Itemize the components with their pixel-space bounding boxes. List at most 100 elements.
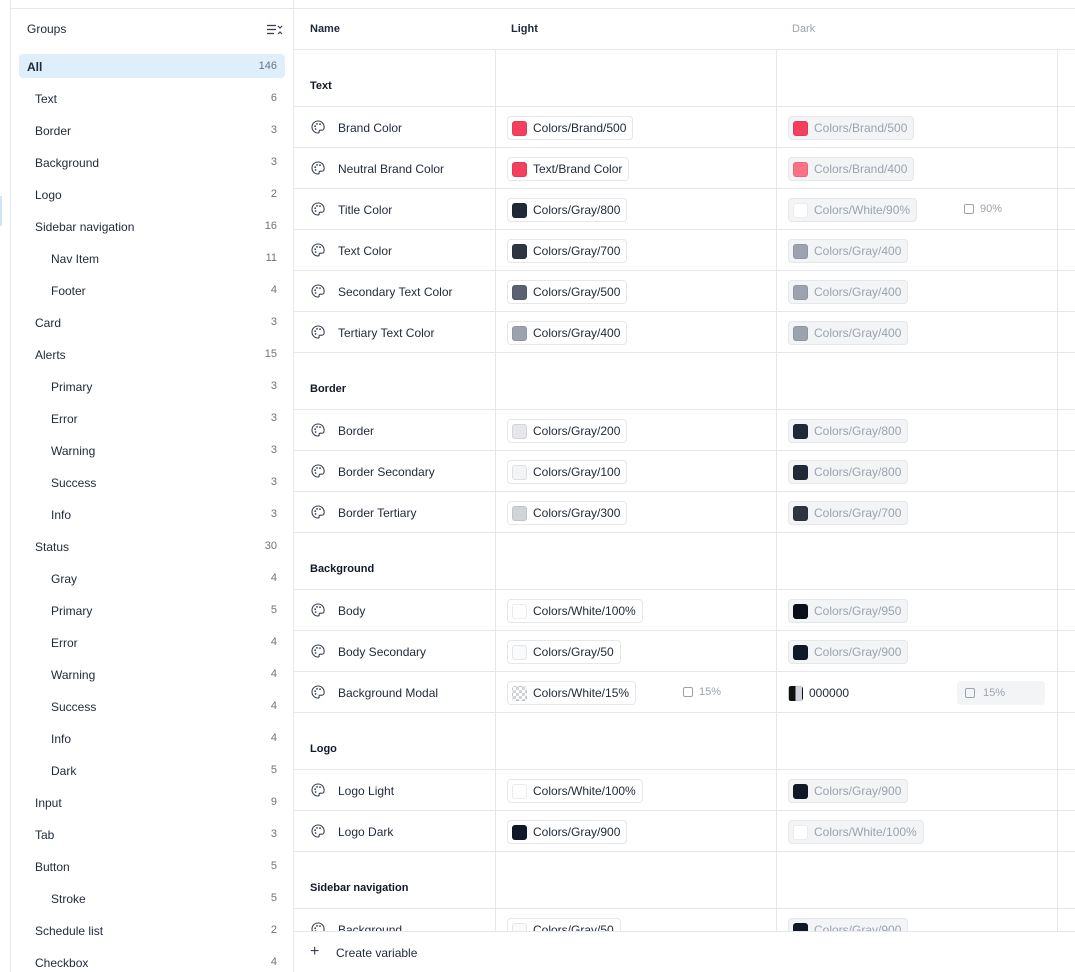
group-count: 5	[270, 764, 277, 776]
variable-name[interactable]: Border Tertiary	[338, 506, 417, 520]
color-value-chip[interactable]: Colors/White/100%	[507, 599, 643, 623]
column-header-light[interactable]: Light	[495, 9, 776, 50]
color-value-chip[interactable]: Colors/Gray/50	[507, 640, 621, 664]
sidebar-group-item[interactable]: Sidebar navigation 16	[19, 214, 285, 238]
sidebar-group-item[interactable]: Primary 3	[19, 374, 285, 398]
sidebar-group-item[interactable]: Button 5	[19, 854, 285, 878]
sidebar-group-item[interactable]: Border 3	[19, 118, 285, 142]
sidebar-group-item[interactable]: Nav Item 11	[19, 246, 285, 270]
sidebar-group-item[interactable]: Warning 4	[19, 662, 285, 686]
plus-icon[interactable]: +	[310, 943, 320, 960]
opacity-field[interactable]: 15%	[957, 681, 1045, 705]
variable-name[interactable]: Brand Color	[338, 121, 403, 135]
color-value-chip[interactable]: Colors/Gray/100	[507, 460, 628, 484]
sidebar-group-item[interactable]: Background 3	[19, 150, 285, 174]
column-header-name[interactable]: Name	[294, 9, 495, 50]
color-value-chip[interactable]: Colors/Gray/400	[788, 280, 909, 304]
variable-name[interactable]: Tertiary Text Color	[338, 326, 435, 340]
variable-row[interactable]: Body Secondary Colors/Gray/50 Colors/Gray/…	[294, 631, 1075, 672]
variable-row[interactable]: Border Secondary Colors/Gray/100 Colors/Gr…	[294, 451, 1075, 492]
variable-name[interactable]: Neutral Brand Color	[338, 162, 445, 176]
color-value-chip[interactable]: Colors/White/100%	[507, 779, 643, 803]
group-count: 4	[270, 636, 277, 648]
color-value-chip[interactable]: Colors/White/100%	[788, 820, 924, 844]
color-value-chip[interactable]: Colors/Gray/900	[788, 779, 909, 803]
sidebar-group-item[interactable]: Info 3	[19, 502, 285, 526]
color-value-chip[interactable]: Colors/Gray/300	[507, 501, 628, 525]
color-swatch	[512, 161, 527, 177]
color-value-chip[interactable]: Colors/White/15%	[507, 681, 637, 705]
sidebar-group-item[interactable]: Tab 3	[19, 822, 285, 846]
variable-name[interactable]: Border Secondary	[338, 465, 435, 479]
create-variable-bar[interactable]: + Create variable	[294, 931, 1075, 972]
sidebar-group-item[interactable]: Checkbox 4	[19, 950, 285, 972]
variable-row[interactable]: Border Colors/Gray/200 Colors/Gray/800	[294, 410, 1075, 451]
create-variable-button[interactable]: Create variable	[336, 946, 418, 960]
opacity-field[interactable]: 90%	[964, 203, 1002, 215]
variable-row[interactable]: Title Color Colors/Gray/800 Colors/White/9…	[294, 189, 1075, 230]
variable-row[interactable]: Logo Light Colors/White/100% Colors/Gray/9…	[294, 770, 1075, 811]
variable-row[interactable]: Border Tertiary Colors/Gray/300 Colors/Gra…	[294, 492, 1075, 533]
sidebar-group-item[interactable]: Dark 5	[19, 758, 285, 782]
color-value-chip[interactable]: Colors/Brand/500	[507, 116, 634, 140]
color-value-chip[interactable]: Colors/Gray/700	[788, 501, 909, 525]
color-value-chip[interactable]: Colors/Gray/900	[788, 640, 909, 664]
row-divider	[294, 409, 1075, 410]
color-value-chip[interactable]: Colors/Gray/900	[507, 820, 628, 844]
color-value-chip[interactable]: Colors/Gray/500	[507, 280, 628, 304]
color-value-chip[interactable]: Colors/Gray/200	[507, 419, 628, 443]
color-value-chip[interactable]: Colors/Gray/700	[507, 239, 628, 263]
color-value-chip[interactable]: Colors/White/90%	[788, 198, 918, 222]
sidebar-group-item[interactable]: Logo 2	[19, 182, 285, 206]
sidebar-group-item[interactable]: Warning 3	[19, 438, 285, 462]
variable-row[interactable]: Brand Color Colors/Brand/500 Colors/Brand/…	[294, 107, 1075, 148]
variable-name[interactable]: Secondary Text Color	[338, 285, 453, 299]
sidebar-group-item[interactable]: Success 3	[19, 470, 285, 494]
sidebar-group-item[interactable]: Stroke 5	[19, 886, 285, 910]
variable-name[interactable]: Logo Dark	[338, 825, 394, 839]
sidebar-group-item[interactable]: Info 4	[19, 726, 285, 750]
color-value-chip[interactable]: Colors/Brand/400	[788, 157, 915, 181]
collapse-groups-icon[interactable]	[267, 24, 283, 36]
sidebar-group-item[interactable]: Success 4	[19, 694, 285, 718]
variable-row[interactable]: Logo Dark Colors/Gray/900 Colors/White/100…	[294, 811, 1075, 852]
group-count: 4	[270, 284, 277, 296]
color-value-chip[interactable]: Colors/Gray/800	[507, 198, 628, 222]
sidebar-group-item[interactable]: Error 3	[19, 406, 285, 430]
variable-name[interactable]: Logo Light	[338, 784, 395, 798]
color-value-chip[interactable]: Colors/Gray/800	[788, 460, 909, 484]
opacity-field[interactable]: 15%	[683, 686, 721, 698]
sidebar-group-item[interactable]: Error 4	[19, 630, 285, 654]
sidebar-group-item[interactable]: Footer 4	[19, 278, 285, 302]
variable-row[interactable]: Body Colors/White/100% Colors/Gray/950	[294, 590, 1075, 631]
variable-name[interactable]: Title Color	[338, 203, 393, 217]
variable-name[interactable]: Body Secondary	[338, 645, 427, 659]
color-value-chip[interactable]: Colors/Brand/500	[788, 116, 915, 140]
variable-row[interactable]: Secondary Text Color Colors/Gray/500 Color…	[294, 271, 1075, 312]
variable-name[interactable]: Body	[338, 604, 366, 618]
variable-row[interactable]: Tertiary Text Color Colors/Gray/400 Colors…	[294, 312, 1075, 353]
variable-row[interactable]: Text Color Colors/Gray/700 Colors/Gray/400	[294, 230, 1075, 271]
sidebar-group-item[interactable]: Gray 4	[19, 566, 285, 590]
sidebar-group-item[interactable]: Text 6	[19, 86, 285, 110]
variable-row[interactable]: Background Modal Colors/White/15% 15% 00000…	[294, 672, 1075, 713]
column-header-dark[interactable]: Dark	[776, 9, 1057, 50]
variable-row[interactable]: Neutral Brand Color Text/Brand Color Color…	[294, 148, 1075, 189]
sidebar-group-item[interactable]: Input 9	[19, 790, 285, 814]
color-value-chip[interactable]: Text/Brand Color	[507, 157, 630, 181]
color-value-chip[interactable]: Colors/Gray/400	[788, 321, 909, 345]
color-value-chip[interactable]: Colors/Gray/400	[788, 239, 909, 263]
sidebar-group-item[interactable]: Schedule list 2	[19, 918, 285, 942]
variable-name[interactable]: Border	[338, 424, 375, 438]
variable-name[interactable]: Background Modal	[338, 686, 439, 700]
color-value-chip[interactable]: Colors/Gray/800	[788, 419, 909, 443]
sidebar-group-item[interactable]: Status 30	[19, 534, 285, 558]
sidebar-group-item[interactable]: All 146	[19, 54, 285, 78]
color-value-chip[interactable]: 000000	[788, 681, 849, 705]
sidebar-group-item[interactable]: Primary 5	[19, 598, 285, 622]
variable-name[interactable]: Text Color	[338, 244, 393, 258]
color-value-chip[interactable]: Colors/Gray/950	[788, 599, 909, 623]
color-value-chip[interactable]: Colors/Gray/400	[507, 321, 628, 345]
sidebar-group-item[interactable]: Alerts 15	[19, 342, 285, 366]
sidebar-group-item[interactable]: Card 3	[19, 310, 285, 334]
